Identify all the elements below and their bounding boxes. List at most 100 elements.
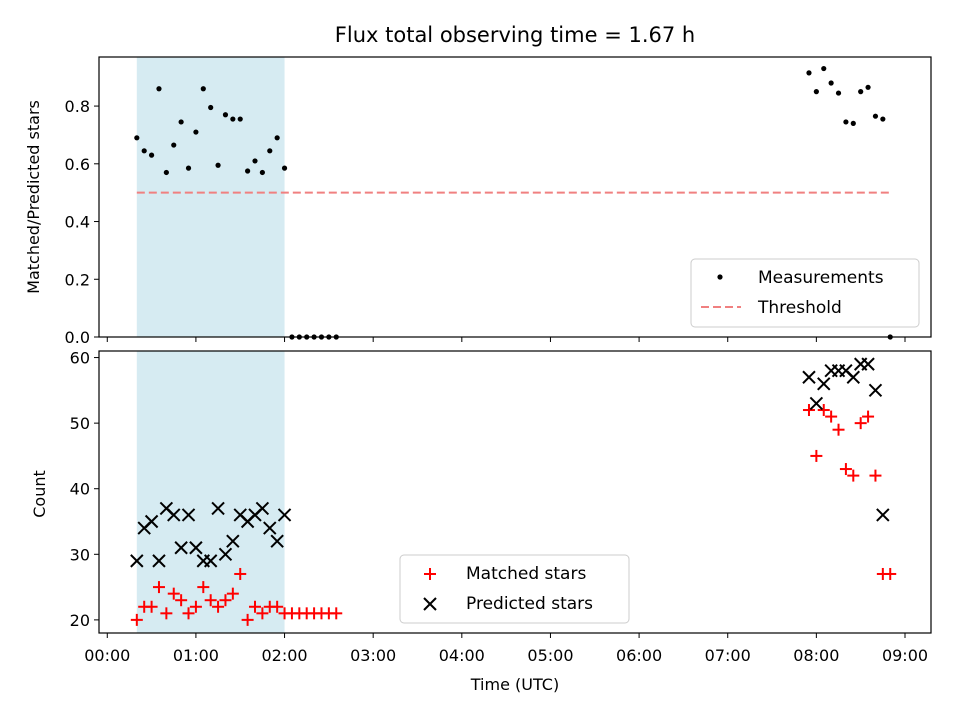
measurement-point xyxy=(237,116,243,122)
bottom-legend-box xyxy=(399,554,630,624)
matched-star-point xyxy=(869,469,882,482)
top-legend-box xyxy=(690,258,920,328)
measurement-point xyxy=(858,89,864,95)
measurement-point xyxy=(222,112,229,118)
predicted-star-point xyxy=(255,501,270,516)
x-tick-label: 01:00 xyxy=(173,646,219,665)
predicted-star-point xyxy=(167,508,181,522)
matched-star-point xyxy=(197,581,210,594)
top-panel: 0.0 0.2 0.4 0.6 0.8 Measurements Threshold xyxy=(65,56,932,347)
measurement-point xyxy=(148,152,155,158)
predicted-star-point xyxy=(152,554,166,568)
measurement-point xyxy=(185,165,192,171)
y-tick-label: 40 xyxy=(70,480,90,499)
measurement-point xyxy=(141,148,147,154)
top-axes-frame xyxy=(98,56,932,338)
predicted-star-point xyxy=(861,357,875,371)
measurement-point xyxy=(813,89,819,95)
measurement-point xyxy=(163,169,169,176)
matched-star-point xyxy=(160,607,173,620)
matched-star-point xyxy=(802,404,815,417)
x-axis-label: Time (UTC) xyxy=(470,675,559,694)
y-tick-label: 0.6 xyxy=(65,155,90,174)
predicted-star-point xyxy=(203,554,218,568)
matched-star-point xyxy=(862,410,875,423)
matched-stars-series xyxy=(130,404,897,626)
matched-star-point xyxy=(817,404,830,417)
top-y-axis-label: Matched/Predicted stars xyxy=(24,100,43,294)
measurement-point xyxy=(274,135,280,141)
bottom-y-ticks: 20 30 40 50 60 xyxy=(70,349,99,630)
measurement-point xyxy=(178,119,184,125)
matched-star-point xyxy=(839,463,852,476)
bottom-legend: Matched stars Predicted stars xyxy=(399,554,630,624)
matched-star-point xyxy=(884,567,897,580)
matched-star-point xyxy=(182,607,195,620)
y-tick-label: 20 xyxy=(70,611,90,630)
measurement-point xyxy=(843,119,849,125)
y-tick-label: 0.2 xyxy=(65,270,90,289)
legend-threshold-label: Threshold xyxy=(757,298,842,318)
legend-predicted-marker xyxy=(423,597,437,611)
predicted-star-point xyxy=(846,370,861,384)
predicted-star-point xyxy=(802,370,816,384)
matched-star-point xyxy=(241,613,254,626)
measurement-point xyxy=(252,158,258,164)
predicted-star-point xyxy=(226,534,240,548)
measurement-point xyxy=(208,104,214,111)
predicted-star-point xyxy=(270,534,284,548)
measurement-point xyxy=(259,169,265,176)
measurement-point xyxy=(230,116,236,122)
matched-star-point xyxy=(226,587,239,600)
top-shaded-span xyxy=(136,57,285,337)
legend-measurements-label: Measurements xyxy=(758,268,884,288)
top-x-ticks xyxy=(106,337,906,342)
x-tick-label: 07:00 xyxy=(705,646,751,665)
matched-star-point xyxy=(145,600,158,613)
matched-star-point xyxy=(854,417,867,430)
measurement-point xyxy=(880,116,886,122)
measurement-point xyxy=(134,135,140,141)
measurement-point xyxy=(806,70,812,76)
measurement-point xyxy=(828,80,834,86)
matched-star-point xyxy=(256,607,269,620)
predicted-star-point xyxy=(174,541,188,555)
measurement-point xyxy=(156,86,162,92)
measurement-point xyxy=(200,86,206,92)
matched-star-point xyxy=(130,613,143,626)
x-tick-label: 09:00 xyxy=(882,646,928,665)
matched-star-point xyxy=(847,469,860,482)
top-legend: Measurements Threshold xyxy=(690,258,920,328)
chart-title: Flux total observing time = 1.67 h xyxy=(335,23,695,47)
predicted-star-point xyxy=(817,377,831,391)
measurement-point xyxy=(267,148,273,154)
matched-star-point xyxy=(330,607,343,620)
measurement-point xyxy=(215,162,221,168)
measurements-series xyxy=(134,65,893,340)
matched-star-point xyxy=(249,600,261,613)
measurement-point xyxy=(245,168,251,174)
top-y-ticks: 0.0 0.2 0.4 0.6 0.8 xyxy=(65,97,99,347)
matched-star-point xyxy=(271,600,284,613)
matched-star-point xyxy=(234,567,247,580)
matched-star-point xyxy=(204,594,217,607)
measurement-point xyxy=(193,129,199,135)
bottom-shaded-span xyxy=(136,351,285,633)
bottom-axes-frame xyxy=(98,350,932,634)
bottom-y-axis-label: Count xyxy=(30,470,49,518)
legend-predicted-label: Predicted stars xyxy=(466,594,593,614)
measurement-point xyxy=(281,165,288,171)
predicted-star-point xyxy=(809,396,824,411)
x-tick-label: 08:00 xyxy=(793,646,839,665)
matched-star-point xyxy=(152,581,165,594)
matched-star-point xyxy=(832,423,845,436)
x-tick-label: 05:00 xyxy=(527,646,573,665)
x-tick-label: 04:00 xyxy=(439,646,485,665)
predicted-stars-series xyxy=(130,357,890,568)
measurement-point xyxy=(865,84,871,90)
predicted-star-point xyxy=(144,514,159,529)
matched-star-point xyxy=(212,600,225,613)
matched-star-point xyxy=(175,594,188,607)
y-tick-label: 60 xyxy=(70,349,90,368)
